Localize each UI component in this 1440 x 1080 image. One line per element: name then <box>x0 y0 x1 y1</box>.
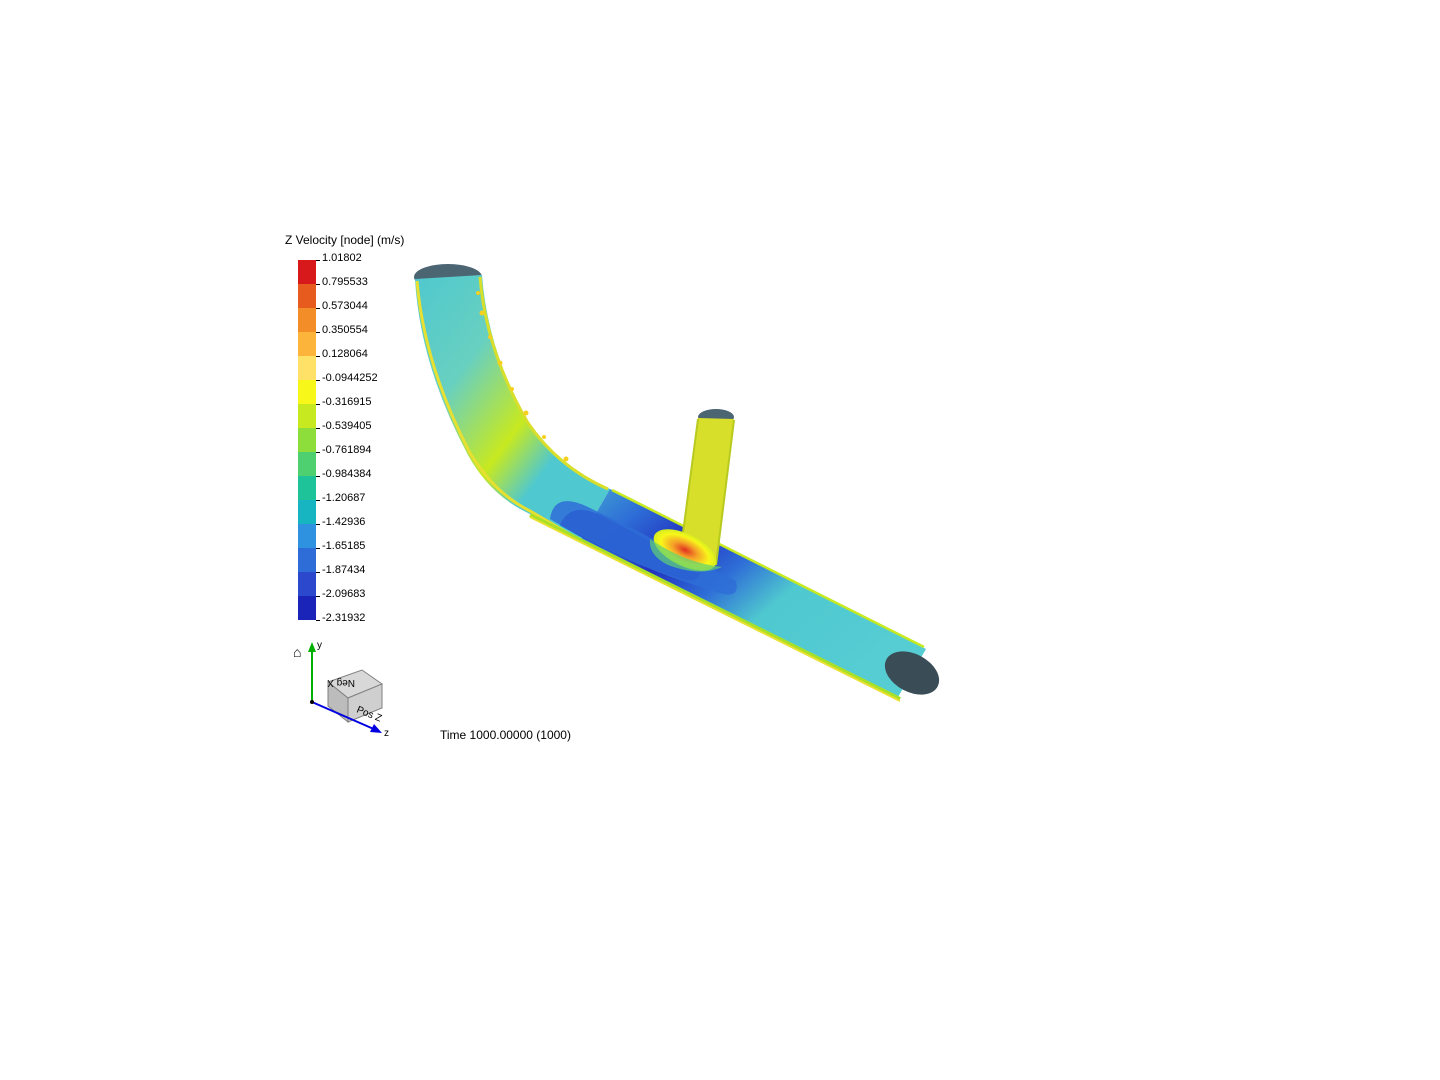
legend-swatch <box>298 356 316 380</box>
cube-label-negx: Neg X <box>327 677 355 688</box>
legend-tick <box>316 284 320 285</box>
z-axis-arrowhead <box>370 724 382 733</box>
legend-value: 1.01802 <box>322 253 362 264</box>
legend-swatch <box>298 596 316 620</box>
legend-tick <box>316 428 320 429</box>
legend-value: -1.65185 <box>322 541 365 552</box>
legend-value: -0.316915 <box>322 397 372 408</box>
legend-tick <box>316 452 320 453</box>
legend-swatch <box>298 404 316 428</box>
legend-swatch <box>298 284 316 308</box>
axis-cube: Neg X Pos Z <box>327 670 383 725</box>
legend-tick <box>316 308 320 309</box>
legend-value: 0.128064 <box>322 349 368 360</box>
legend-swatch <box>298 452 316 476</box>
legend-tick <box>316 380 320 381</box>
legend-swatch <box>298 476 316 500</box>
legend-swatch <box>298 500 316 524</box>
legend-tick <box>316 620 320 621</box>
axis-orientation-widget[interactable]: Neg X Pos Z y z <box>290 630 410 740</box>
legend-value: -0.984384 <box>322 469 372 480</box>
simulation-viewport: Z Velocity [node] (m/s) 1.018020.7955330… <box>0 0 1440 1080</box>
color-legend: 1.018020.7955330.5730440.3505540.128064-… <box>298 260 316 620</box>
legend-value: -1.87434 <box>322 565 365 576</box>
legend-value: -1.42936 <box>322 517 365 528</box>
legend-tick <box>316 572 320 573</box>
legend-tick <box>316 332 320 333</box>
legend-value: -0.539405 <box>322 421 372 432</box>
legend-tick <box>316 548 320 549</box>
legend-tick <box>316 476 320 477</box>
legend-value: -0.0944252 <box>322 373 378 384</box>
legend-value: -2.09683 <box>322 589 365 600</box>
legend-value: 0.795533 <box>322 277 368 288</box>
legend-swatch <box>298 548 316 572</box>
legend-swatch <box>298 380 316 404</box>
legend-tick <box>316 524 320 525</box>
legend-tick <box>316 500 320 501</box>
time-label: Time 1000.00000 (1000) <box>440 728 571 742</box>
z-axis-label: z <box>384 728 389 739</box>
legend-value: -1.20687 <box>322 493 365 504</box>
y-axis-arrowhead <box>308 642 316 652</box>
contour-plot <box>400 245 960 745</box>
legend-value: 0.573044 <box>322 301 368 312</box>
legend-tick <box>316 404 320 405</box>
legend-tick <box>316 596 320 597</box>
legend-value: 0.350554 <box>322 325 368 336</box>
legend-swatch <box>298 308 316 332</box>
legend-tick <box>316 260 320 261</box>
legend-swatch <box>298 572 316 596</box>
axis-origin <box>310 700 314 704</box>
legend-value: -0.761894 <box>322 445 372 456</box>
legend-swatch <box>298 260 316 284</box>
legend-bar <box>298 260 316 620</box>
legend-swatch <box>298 332 316 356</box>
legend-tick <box>316 356 320 357</box>
legend-value: -2.31932 <box>322 613 365 624</box>
legend-title: Z Velocity [node] (m/s) <box>285 233 404 247</box>
legend-swatch <box>298 524 316 548</box>
legend-swatch <box>298 428 316 452</box>
y-axis-label: y <box>317 640 322 651</box>
